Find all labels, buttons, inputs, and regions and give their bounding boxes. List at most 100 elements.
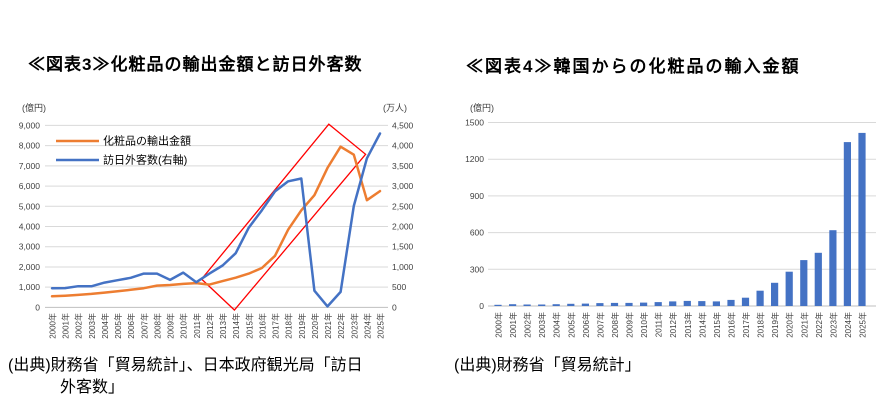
- fig3-x-axis-tick: 2006年: [126, 313, 136, 339]
- fig3-x-axis-tick: 2014年: [231, 313, 241, 339]
- fig4-x-axis-tick: 2017年: [741, 312, 751, 338]
- fig4-x-axis-tick: 2025年: [858, 312, 868, 338]
- fig3-export-line-series: [50, 145, 382, 298]
- fig3-x-axis-tick: 2010年: [179, 313, 189, 339]
- fig4-x-axis-tick: 2006年: [581, 312, 591, 338]
- fig4-x-axis-tick: 2000年: [494, 312, 504, 338]
- figure4-source-note: (出典)財務省「貿易統計」: [454, 357, 641, 374]
- fig4-import-bar: [858, 132, 866, 306]
- fig4-y-axis-tick: 900: [470, 191, 484, 201]
- fig4-import-bar: [698, 301, 706, 306]
- figure4-bar-chart: 0 300 600 900 1200 1500 (億円) 2000年 2001年 2002年 200…: [465, 102, 876, 338]
- fig4-x-axis-tick: 2013年: [683, 312, 693, 338]
- fig3-annotation-box: [200, 123, 367, 311]
- fig3-x-axis-tick: 2025年: [376, 313, 386, 339]
- fig4-x-axis-tick: 2014年: [697, 312, 707, 338]
- fig4-import-bar: [785, 271, 793, 306]
- fig4-y-axis-tick: 1500: [465, 118, 484, 128]
- fig4-import-bar: [610, 302, 619, 306]
- fig3-left-axis-tick: 6,000: [19, 181, 41, 191]
- fig3-x-axis-tick: 2013年: [218, 313, 228, 339]
- fig4-x-axis-tick: 2005年: [566, 312, 576, 338]
- fig4-import-bar: [829, 230, 837, 306]
- fig4-x-axis-tick: 2022年: [814, 312, 824, 338]
- fig3-left-axis-tick: 3,000: [19, 242, 41, 252]
- fig3-legend-label: 訪日外客数(右軸): [103, 153, 187, 167]
- fig4-x-axis-tick: 2009年: [625, 312, 635, 338]
- fig4-x-axis-tick: 2002年: [523, 312, 533, 338]
- fig4-import-bar: [727, 299, 735, 306]
- fig4-import-bar: [712, 301, 720, 306]
- fig3-x-axis-tick: 2021年: [323, 313, 333, 339]
- fig4-y-axis-tick: 600: [470, 228, 484, 238]
- fig3-left-axis-tick: 7,000: [19, 161, 41, 171]
- fig4-x-axis-tick: 2012年: [668, 312, 678, 338]
- fig4-import-bar: [509, 304, 517, 306]
- fig4-import-bar: [581, 303, 589, 306]
- fig3-left-axis-tick: 4,000: [19, 222, 41, 232]
- fig3-right-axis-tick: 0: [392, 302, 397, 312]
- figure3-source-line1: (出典)財務省「貿易統計」、日本政府観光局「訪日: [8, 357, 363, 374]
- fig3-right-axis-tick: 1,000: [392, 262, 414, 272]
- fig4-x-axis-tick: 2003年: [537, 312, 547, 338]
- fig4-x-axis-tick: 2008年: [610, 312, 620, 338]
- fig4-import-bar: [596, 303, 604, 306]
- fig3-left-axis-tick: 5,000: [19, 201, 41, 211]
- fig4-x-axis-tick: 2023年: [828, 312, 838, 338]
- fig4-x-axis-tick: 2019年: [770, 312, 780, 338]
- fig4-x-axis-tick: 2001年: [508, 312, 518, 338]
- fig3-x-axis-tick: 2015年: [244, 313, 254, 339]
- fig4-import-bar: [843, 142, 851, 306]
- fig4-x-axis-tick: 2007年: [595, 312, 605, 338]
- fig4-import-bar: [741, 297, 750, 306]
- fig3-x-axis-tick: 2009年: [166, 313, 176, 339]
- fig3-x-axis-tick: 2007年: [139, 313, 149, 339]
- fig3-x-axis-tick: 2024年: [362, 313, 372, 339]
- fig4-x-axis-tick: 2024年: [843, 312, 853, 338]
- fig3-legend-label: 化粧品の輸出金額: [103, 134, 191, 148]
- fig4-import-bar: [814, 252, 822, 306]
- fig3-visitors-line-series: [50, 132, 382, 308]
- fig4-import-bar: [683, 300, 691, 306]
- fig4-import-bar: [756, 290, 764, 306]
- figure3-line-chart: 0 0 1,000 500 2,000 1,000 3,000 1,500 4,000 2,000…: [19, 102, 414, 339]
- fig4-import-bar: [523, 304, 531, 306]
- fig4-x-axis-tick: 2011年: [654, 312, 664, 337]
- fig3-x-axis-tick: 2011年: [192, 313, 202, 338]
- fig3-left-axis-unit: (億円): [22, 102, 46, 113]
- fig3-left-axis-tick: 9,000: [19, 120, 41, 130]
- fig3-x-axis-tick: 2012年: [205, 313, 215, 339]
- fig3-right-axis-tick: 500: [392, 282, 406, 292]
- fig4-import-bar: [552, 304, 560, 306]
- fig3-right-axis-tick: 4,500: [392, 120, 414, 130]
- fig4-import-bar: [771, 282, 779, 306]
- fig3-x-axis-tick: 2001年: [61, 313, 71, 339]
- fig3-right-axis-tick: 1,500: [392, 242, 414, 252]
- fig3-right-axis-tick: 3,000: [392, 181, 414, 191]
- fig4-x-axis-tick: 2016年: [726, 312, 736, 338]
- fig4-import-bar: [800, 260, 808, 306]
- fig3-x-axis-tick: 2005年: [113, 313, 123, 339]
- fig4-x-axis-tick: 2021年: [799, 312, 809, 338]
- fig3-x-axis-tick: 2000年: [48, 313, 58, 339]
- fig4-y-axis-tick: 300: [470, 264, 484, 274]
- fig3-right-axis-unit: (万人): [383, 103, 407, 113]
- fig4-import-bar: [640, 302, 648, 306]
- fig4-import-bar: [567, 303, 575, 306]
- fig3-x-axis-tick: 2008年: [152, 313, 162, 339]
- figure3-title: ≪図表3≫化粧品の輸出金額と訪日外客数: [28, 55, 363, 74]
- fig4-y-axis-tick: 1200: [465, 154, 484, 164]
- fig4-axis-unit: (億円): [470, 102, 494, 113]
- fig4-import-bar: [625, 302, 633, 306]
- fig3-x-axis-tick: 2016年: [257, 313, 267, 339]
- fig3-right-axis-tick: 2,500: [392, 201, 414, 211]
- fig4-x-axis-tick: 2004年: [552, 312, 562, 338]
- fig3-x-axis-tick: 2022年: [336, 313, 346, 339]
- fig4-import-bar: [669, 301, 677, 306]
- fig4-x-axis-tick: 2020年: [785, 312, 795, 338]
- fig3-right-axis-tick: 2,000: [392, 222, 414, 232]
- fig4-x-axis-tick: 2010年: [639, 312, 649, 338]
- fig3-left-axis-tick: 1,000: [19, 282, 41, 292]
- fig3-left-axis-tick: 0: [35, 302, 40, 312]
